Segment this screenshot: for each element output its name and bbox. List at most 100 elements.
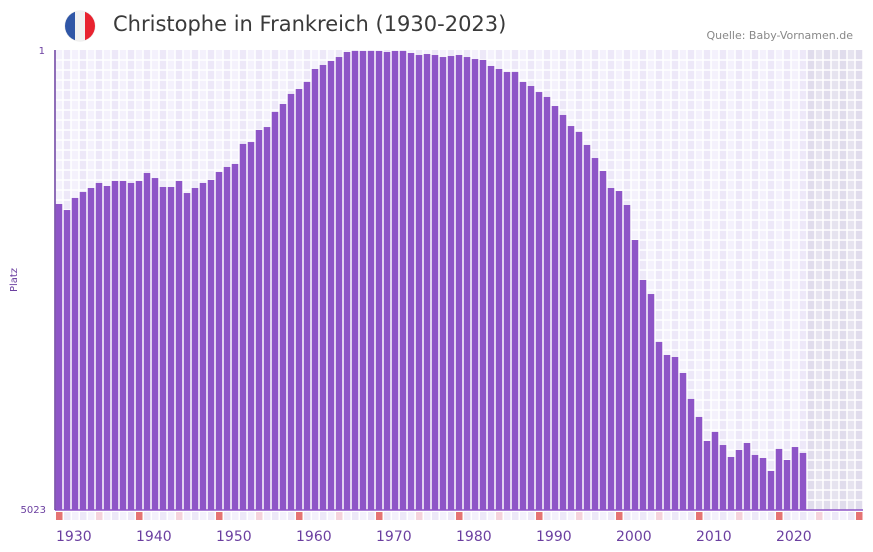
year-marker xyxy=(56,512,63,520)
bar-1971 xyxy=(383,52,391,511)
bar-1931 xyxy=(63,210,71,510)
bar-1976 xyxy=(423,54,431,511)
year-marker xyxy=(528,512,535,520)
year-marker xyxy=(160,512,167,520)
bar-1951 xyxy=(223,166,231,510)
year-marker xyxy=(80,512,87,520)
bar-2017 xyxy=(751,454,759,510)
year-marker xyxy=(784,512,791,520)
bar-1977 xyxy=(431,55,439,510)
bar-1991 xyxy=(543,96,551,511)
year-marker xyxy=(768,512,775,520)
year-marker xyxy=(576,512,583,520)
year-marker xyxy=(624,512,631,520)
bar-1970 xyxy=(375,51,383,510)
bar-1997 xyxy=(591,158,599,510)
year-marker xyxy=(128,512,135,520)
bar-1940 xyxy=(135,180,143,510)
year-marker xyxy=(496,512,503,520)
bar-2012 xyxy=(711,431,719,510)
flag-blue xyxy=(65,11,75,41)
bar-1969 xyxy=(367,51,375,510)
year-marker xyxy=(664,512,671,520)
bar-1936 xyxy=(103,185,111,510)
year-marker xyxy=(336,512,343,520)
year-marker xyxy=(368,512,375,520)
year-marker xyxy=(816,512,823,520)
bar-1990 xyxy=(535,92,543,511)
x-tick-label: 1950 xyxy=(216,529,252,545)
bar-2019 xyxy=(767,470,775,510)
year-marker xyxy=(400,512,407,520)
year-marker xyxy=(728,512,735,520)
year-marker xyxy=(712,512,719,520)
bar-1998 xyxy=(599,171,607,510)
bar-1934 xyxy=(87,188,95,510)
bar-2013 xyxy=(719,445,727,510)
year-marker xyxy=(168,512,175,520)
bar-2008 xyxy=(679,372,687,510)
bar-2010 xyxy=(695,416,703,510)
bar-1967 xyxy=(351,51,359,510)
bar-1937 xyxy=(111,180,119,510)
bar-1999 xyxy=(607,188,615,510)
bar-1974 xyxy=(407,53,415,511)
year-marker xyxy=(376,512,383,520)
bar-1939 xyxy=(127,182,135,510)
year-marker xyxy=(792,512,799,520)
bar-2014 xyxy=(727,456,735,510)
bar-2016 xyxy=(743,443,751,510)
bar-1993 xyxy=(559,114,567,511)
bar-1932 xyxy=(71,197,79,510)
bar-2005 xyxy=(655,342,663,510)
year-marker xyxy=(264,512,271,520)
year-marker xyxy=(744,512,751,520)
x-tick-label: 1990 xyxy=(536,529,572,545)
bar-2009 xyxy=(687,398,695,510)
x-tick-label: 1940 xyxy=(136,529,172,545)
year-marker xyxy=(472,512,479,520)
year-marker xyxy=(440,512,447,520)
year-marker xyxy=(216,512,223,520)
year-marker xyxy=(320,512,327,520)
year-marker xyxy=(280,512,287,520)
bar-1962 xyxy=(311,69,319,511)
x-tick-label: 1930 xyxy=(56,529,92,545)
bar-1941 xyxy=(143,173,151,511)
bar-1963 xyxy=(319,64,327,510)
year-marker xyxy=(248,512,255,520)
bar-2011 xyxy=(703,440,711,510)
year-marker xyxy=(504,512,511,520)
bar-1948 xyxy=(199,182,207,510)
year-marker xyxy=(464,512,471,520)
bar-2003 xyxy=(639,279,647,510)
flag-white xyxy=(75,11,85,41)
year-marker xyxy=(720,512,727,520)
year-marker xyxy=(680,512,687,520)
year-marker xyxy=(688,512,695,520)
year-marker xyxy=(344,512,351,520)
year-marker xyxy=(192,512,199,520)
year-marker xyxy=(184,512,191,520)
year-marker xyxy=(224,512,231,520)
year-marker xyxy=(800,512,807,520)
bar-2001 xyxy=(623,205,631,510)
year-marker xyxy=(256,512,263,520)
chart-title: Christophe in Frankreich (1930-2023) xyxy=(113,12,507,36)
year-marker xyxy=(392,512,399,520)
bar-1944 xyxy=(167,187,175,510)
year-marker xyxy=(632,512,639,520)
bar-1933 xyxy=(79,192,87,510)
bar-1955 xyxy=(255,129,263,510)
bar-1982 xyxy=(471,59,479,511)
bar-1956 xyxy=(263,127,271,511)
year-marker xyxy=(104,512,111,520)
bar-2020 xyxy=(775,448,783,510)
year-marker xyxy=(736,512,743,520)
bar-1979 xyxy=(447,56,455,510)
year-marker xyxy=(312,512,319,520)
bar-1995 xyxy=(575,131,583,510)
year-marker xyxy=(704,512,711,520)
bar-1981 xyxy=(463,57,471,510)
